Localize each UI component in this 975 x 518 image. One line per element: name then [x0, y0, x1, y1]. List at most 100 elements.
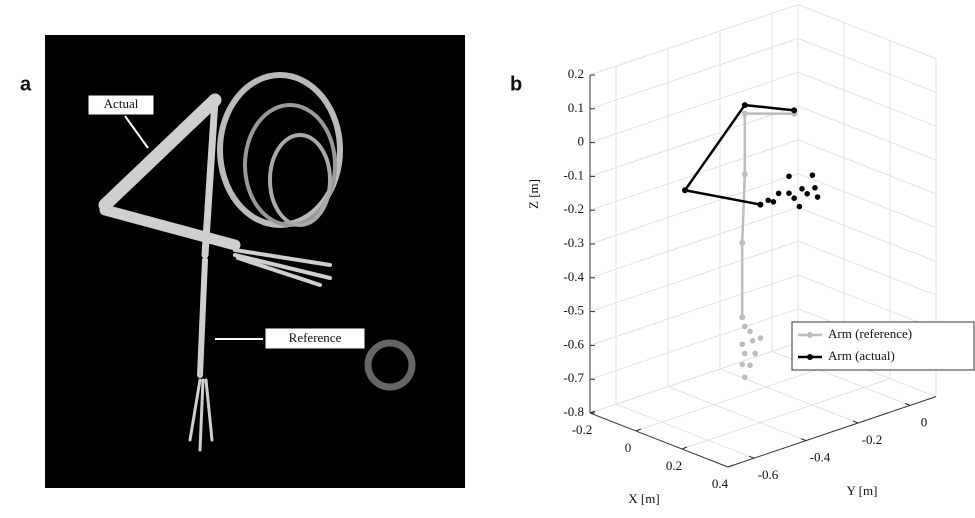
- x-tick-label: 0.2: [666, 458, 682, 473]
- tick-mark: [635, 428, 642, 432]
- grid-line: [589, 173, 799, 245]
- grid-line: [797, 139, 937, 195]
- z-axis-label: Z [m]: [526, 179, 541, 209]
- legend-label: Arm (reference): [828, 326, 912, 341]
- point: [747, 328, 753, 335]
- forearm: [99, 204, 241, 251]
- y-tick-label: 0: [921, 414, 928, 429]
- z-tick-label: 0: [578, 134, 585, 149]
- grid-line: [635, 360, 845, 432]
- tick-mark: [904, 402, 911, 406]
- grid-line: [797, 173, 937, 229]
- grid-line: [797, 37, 937, 93]
- panel-label: a: [20, 73, 32, 95]
- point: [796, 203, 803, 210]
- joint: [682, 187, 688, 194]
- z-tick-label: -0.3: [563, 235, 584, 250]
- grid-line: [589, 206, 799, 279]
- joint: [757, 201, 764, 208]
- point: [742, 350, 748, 357]
- grid-line: [797, 105, 937, 161]
- x-tick-label: 0.4: [712, 476, 729, 491]
- y-axis-label: Y [m]: [847, 483, 878, 498]
- y-tick-label: -0.4: [810, 450, 831, 465]
- annotation-arrow: [124, 115, 149, 149]
- point: [786, 173, 792, 180]
- annotation: Actual: [104, 96, 139, 111]
- reference-hand: [188, 378, 214, 452]
- point: [747, 362, 753, 369]
- joint: [741, 171, 748, 178]
- z-tick-label: -0.4: [563, 269, 584, 284]
- panel-a: a Actual Reference: [20, 35, 465, 488]
- tick-mark: [681, 446, 688, 450]
- grid-line: [615, 403, 755, 459]
- annotation: Reference: [289, 330, 342, 345]
- grid-line: [589, 139, 799, 211]
- joint: [791, 107, 798, 114]
- x-axis-label: X [m]: [628, 491, 659, 506]
- logo: [364, 339, 416, 391]
- grid-line: [589, 308, 799, 380]
- z-tick-label: 0.1: [568, 100, 584, 115]
- point: [775, 190, 782, 197]
- annotation-box: [264, 327, 366, 350]
- legend-swatch: [807, 354, 813, 360]
- point: [742, 323, 748, 330]
- point: [749, 337, 756, 344]
- z-tick-label: -0.7: [563, 370, 584, 385]
- grid-line: [797, 206, 937, 262]
- grid-line: [589, 4, 799, 76]
- point: [739, 341, 745, 348]
- ribcage: [268, 133, 332, 227]
- point: [739, 361, 745, 368]
- legend-swatch: [807, 332, 813, 338]
- grid-line: [797, 240, 937, 296]
- grid-line: [589, 240, 799, 313]
- point: [791, 195, 797, 201]
- y-tick-label: -0.6: [758, 467, 779, 482]
- grid-line: [667, 386, 807, 442]
- joint: [741, 102, 748, 109]
- grid-line: [589, 37, 799, 110]
- grid-line: [797, 71, 937, 127]
- tick-mark: [852, 420, 859, 424]
- tick-mark: [727, 464, 734, 468]
- annotation-box: [87, 94, 155, 116]
- panel-b: -0.8 -0.7 -0.6 -0.5 -0.4 -0.3 -0.2 -0.1 0 0.1 0.2 -…: [526, 4, 975, 506]
- grid-line: [589, 71, 799, 144]
- grid-line: [589, 274, 799, 346]
- grid-line: [589, 105, 799, 177]
- point: [814, 194, 821, 200]
- z-tick-label: -0.5: [563, 303, 584, 318]
- tick-mark: [800, 438, 807, 442]
- panel-label: b: [510, 73, 522, 95]
- joint: [739, 239, 746, 246]
- y-tick-label: -0.2: [862, 432, 883, 447]
- joint: [741, 110, 748, 117]
- grid-line: [589, 342, 799, 414]
- tick-mark: [748, 455, 755, 459]
- point: [765, 197, 771, 204]
- hand: [233, 248, 332, 287]
- point: [770, 199, 777, 205]
- point: [809, 172, 816, 178]
- skeleton: [98, 72, 416, 452]
- ribcage: [243, 103, 337, 227]
- point: [739, 314, 745, 321]
- point: [742, 374, 748, 380]
- point: [804, 191, 810, 197]
- y-axis: [727, 396, 937, 468]
- legend-label: Arm (actual): [828, 348, 895, 363]
- x-tick-label: 0: [625, 440, 632, 455]
- z-tick-label: -0.2: [563, 201, 584, 216]
- z-tick-label: -0.8: [563, 404, 584, 419]
- point: [799, 186, 805, 192]
- tick-mark: [589, 410, 596, 414]
- point: [757, 335, 764, 341]
- reference-forearm: [197, 257, 208, 378]
- grid-line: [797, 274, 937, 330]
- reference-humerus: [201, 96, 219, 259]
- z-tick-label: -0.1: [563, 167, 584, 182]
